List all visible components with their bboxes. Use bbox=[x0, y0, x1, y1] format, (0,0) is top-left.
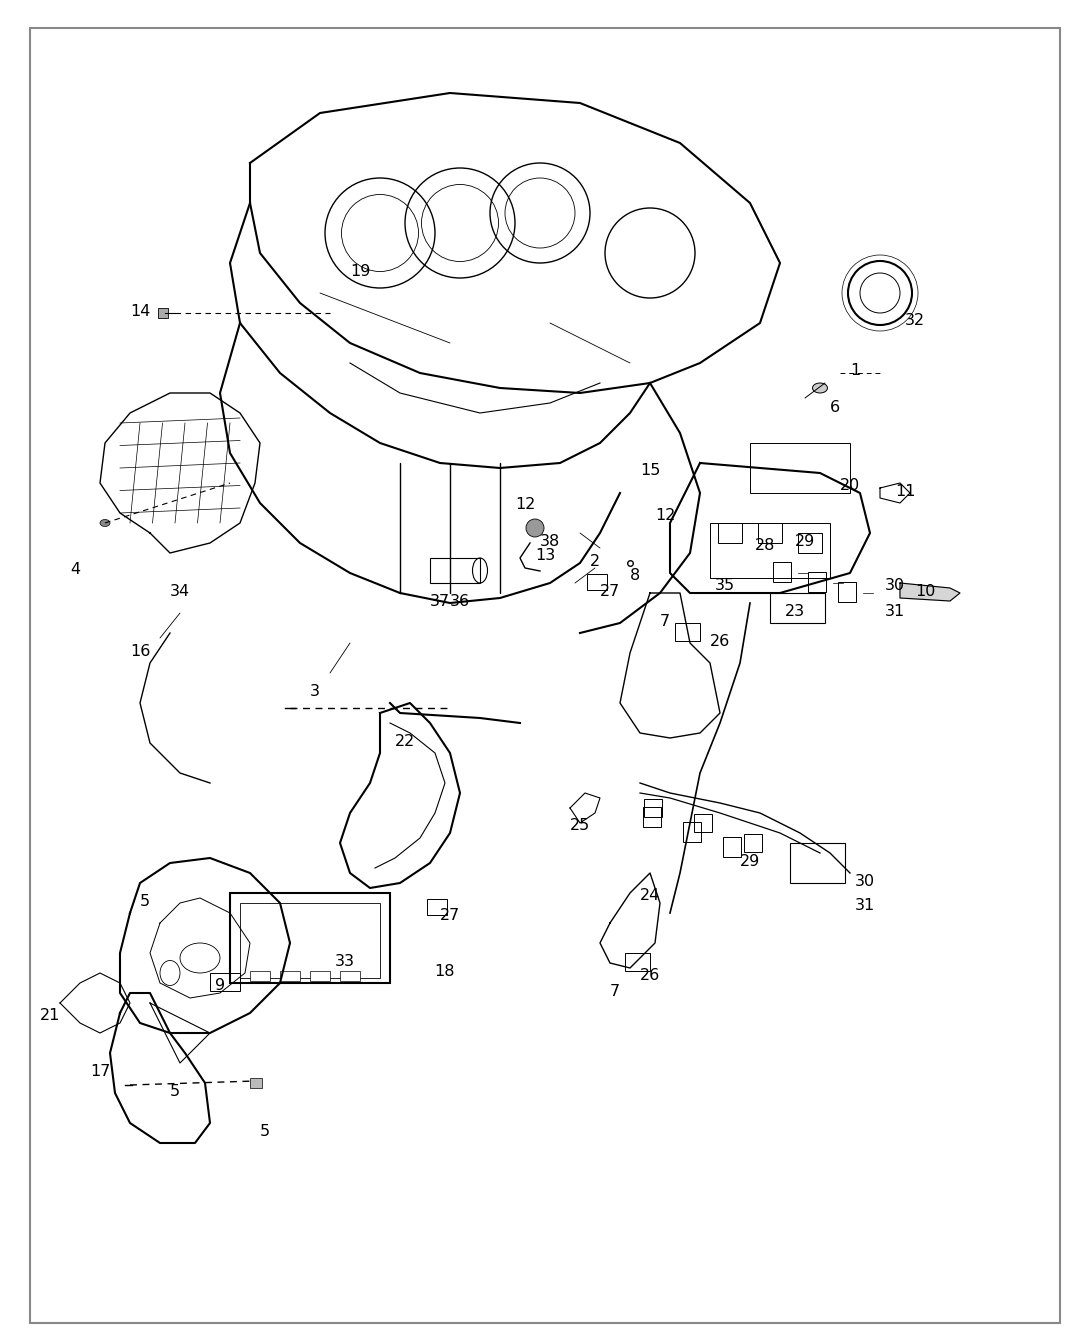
Text: 10: 10 bbox=[915, 583, 935, 599]
Text: 29: 29 bbox=[740, 854, 760, 869]
Ellipse shape bbox=[100, 520, 110, 526]
Text: 34: 34 bbox=[170, 583, 190, 599]
Text: 18: 18 bbox=[434, 963, 455, 979]
Text: 35: 35 bbox=[715, 577, 735, 592]
Text: 28: 28 bbox=[755, 537, 776, 552]
Bar bbox=[744, 834, 762, 851]
Text: 37: 37 bbox=[430, 594, 451, 608]
Text: 17: 17 bbox=[89, 1064, 110, 1078]
Text: 33: 33 bbox=[335, 954, 355, 968]
Bar bbox=[240, 902, 380, 978]
Bar bbox=[250, 971, 269, 980]
Text: 6: 6 bbox=[830, 400, 840, 415]
Bar bbox=[718, 522, 742, 543]
Text: 8: 8 bbox=[630, 568, 640, 583]
Text: 16: 16 bbox=[130, 643, 151, 658]
Text: 31: 31 bbox=[855, 897, 875, 912]
Text: 13: 13 bbox=[535, 548, 555, 563]
Text: 31: 31 bbox=[885, 603, 906, 619]
Text: 12: 12 bbox=[655, 508, 675, 522]
Bar bbox=[209, 972, 240, 991]
Text: 5: 5 bbox=[170, 1084, 180, 1099]
Text: 25: 25 bbox=[570, 818, 590, 833]
Text: 14: 14 bbox=[130, 304, 151, 318]
Text: 21: 21 bbox=[39, 1007, 60, 1022]
Bar bbox=[808, 572, 826, 592]
Polygon shape bbox=[900, 583, 960, 602]
Text: 26: 26 bbox=[640, 967, 660, 983]
Bar bbox=[758, 522, 782, 543]
Bar bbox=[770, 594, 825, 623]
Text: 4: 4 bbox=[70, 563, 80, 577]
Bar bbox=[710, 522, 830, 577]
Bar bbox=[625, 954, 650, 971]
Bar bbox=[430, 557, 480, 583]
Text: 2: 2 bbox=[590, 553, 600, 568]
Bar bbox=[790, 843, 846, 882]
Text: 24: 24 bbox=[640, 888, 660, 902]
Circle shape bbox=[526, 518, 544, 537]
Text: 30: 30 bbox=[885, 577, 906, 592]
Text: 7: 7 bbox=[660, 614, 670, 629]
Text: 5: 5 bbox=[260, 1124, 271, 1139]
Text: 32: 32 bbox=[904, 313, 925, 329]
Bar bbox=[683, 822, 702, 842]
Bar bbox=[798, 533, 822, 553]
Bar bbox=[774, 561, 791, 582]
Text: 27: 27 bbox=[600, 583, 620, 599]
Bar bbox=[340, 971, 360, 980]
Text: 1: 1 bbox=[850, 364, 860, 379]
Bar bbox=[694, 814, 712, 833]
Bar bbox=[750, 443, 850, 493]
Text: 36: 36 bbox=[449, 594, 470, 608]
Bar bbox=[250, 1078, 262, 1088]
Text: 23: 23 bbox=[784, 603, 805, 619]
Text: 27: 27 bbox=[440, 908, 460, 923]
Bar bbox=[838, 582, 856, 602]
Bar bbox=[230, 893, 389, 983]
Ellipse shape bbox=[813, 383, 827, 393]
Text: 11: 11 bbox=[895, 483, 915, 498]
Bar bbox=[723, 837, 741, 857]
Bar bbox=[587, 573, 607, 590]
Bar bbox=[427, 898, 447, 915]
Text: 38: 38 bbox=[540, 533, 560, 548]
Text: 29: 29 bbox=[795, 533, 815, 548]
Bar bbox=[675, 623, 700, 641]
Text: 5: 5 bbox=[140, 893, 151, 908]
Bar bbox=[310, 971, 329, 980]
Bar bbox=[643, 807, 661, 827]
Text: 19: 19 bbox=[350, 263, 370, 278]
Bar bbox=[644, 799, 662, 817]
Text: 12: 12 bbox=[515, 497, 536, 513]
Text: 15: 15 bbox=[639, 463, 660, 478]
Bar bbox=[158, 308, 168, 318]
Text: 7: 7 bbox=[610, 983, 620, 998]
Text: 3: 3 bbox=[310, 684, 320, 698]
Text: 22: 22 bbox=[395, 733, 415, 748]
Text: 9: 9 bbox=[215, 978, 225, 992]
Text: 26: 26 bbox=[710, 634, 730, 649]
Text: 30: 30 bbox=[855, 873, 875, 889]
Text: 20: 20 bbox=[840, 478, 860, 493]
Bar bbox=[280, 971, 300, 980]
